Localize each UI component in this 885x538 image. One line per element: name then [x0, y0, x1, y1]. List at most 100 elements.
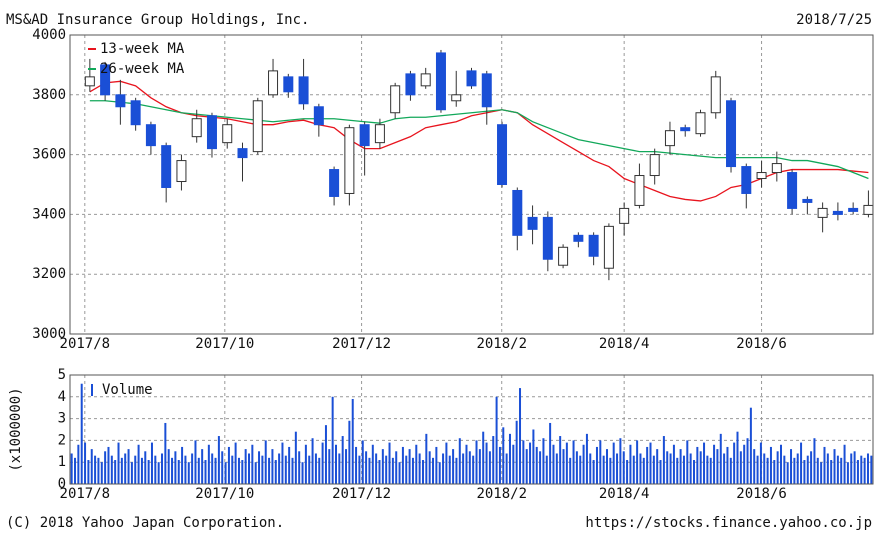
volume-bar [298, 451, 301, 484]
volume-bar [706, 455, 709, 484]
volume-bar [519, 388, 522, 484]
volume-bar [686, 440, 689, 484]
volume-bar [110, 455, 113, 484]
candle-body [634, 175, 645, 206]
candle-body [329, 169, 340, 197]
volume-bar [288, 446, 291, 484]
copyright: (C) 2018 Yahoo Japan Corporation. [6, 515, 284, 531]
volume-bar [100, 462, 103, 484]
volume-bar [324, 425, 327, 484]
volume-bar [291, 457, 294, 484]
volume-bar [749, 407, 752, 484]
volume-bar [733, 442, 736, 484]
volume-bar [391, 457, 394, 484]
volume-bar [74, 457, 77, 484]
volume-bar [502, 427, 505, 484]
volume-bar [207, 444, 210, 484]
volume-bar [144, 451, 147, 484]
candle-body [863, 204, 874, 215]
volume-bar [552, 444, 555, 484]
volume-bar [793, 457, 796, 484]
ma-line [89, 100, 869, 180]
volume-bar [221, 451, 224, 484]
volume-bar [281, 442, 284, 484]
volume-bar [294, 431, 297, 484]
candle-body [420, 73, 431, 87]
candle-body [756, 172, 767, 180]
volume-bar [345, 449, 348, 484]
volume-bar [395, 451, 398, 484]
volume-bar [244, 449, 247, 484]
volume-bar [646, 446, 649, 484]
volume-bar [191, 453, 194, 484]
volume-bar [114, 460, 117, 484]
volume-bar [840, 457, 843, 484]
volume-bar [455, 457, 458, 484]
volume-bar [194, 440, 197, 484]
volume-bar [462, 453, 465, 484]
volume-bar [147, 460, 150, 484]
candle-body [344, 127, 355, 194]
volume-bar [723, 453, 726, 484]
candle-body [512, 189, 523, 236]
volume-bar [783, 455, 786, 484]
volume-bar [184, 455, 187, 484]
volume-bar [428, 451, 431, 484]
volume-bar [167, 449, 170, 484]
volume-bar [575, 451, 578, 484]
x-tick-label: 2017/12 [332, 336, 391, 352]
volume-bar [248, 453, 251, 484]
x-tick-label: 2018/4 [599, 486, 650, 502]
volume-bar [321, 442, 324, 484]
volume-bar [388, 442, 391, 484]
volume-bar [820, 462, 823, 484]
x-tick-label: 2018/2 [476, 486, 527, 502]
volume-bar [619, 438, 622, 484]
candle-body [145, 124, 156, 147]
volume-bar [445, 442, 448, 484]
volume-bar [699, 451, 702, 484]
volume-bar [498, 446, 501, 484]
candle-body [771, 163, 782, 174]
candle-body [619, 207, 630, 224]
candle-body [466, 70, 477, 87]
x-tick-label: 2017/10 [195, 486, 254, 502]
volume-bar [258, 451, 261, 484]
volume-bar [836, 455, 839, 484]
ma-line [89, 80, 869, 202]
volume-bar [448, 455, 451, 484]
volume-bar [365, 451, 368, 484]
volume-bar [84, 442, 87, 484]
volume-bar [264, 440, 267, 484]
volume-bar [679, 449, 682, 484]
candle-body [603, 225, 614, 269]
candle-body [573, 234, 584, 242]
volume-bar [776, 451, 779, 484]
volume-bar [599, 440, 602, 484]
volume-bar [830, 460, 833, 484]
y-tick-label: 3400 [32, 206, 66, 222]
plot-border [69, 374, 874, 485]
legend-label: 13-week MA [100, 41, 185, 57]
volume-bar [140, 457, 143, 484]
volume-bar [609, 457, 612, 484]
candle-body [405, 73, 416, 96]
volume-bar [585, 433, 588, 484]
y-tick-label: 4 [58, 389, 66, 405]
volume-bar [692, 460, 695, 484]
volume-bar [522, 440, 525, 484]
y-tick-label: 3800 [32, 87, 66, 103]
volume-bar [763, 453, 766, 484]
volume-bar [860, 455, 863, 484]
volume-bar [682, 455, 685, 484]
volume-bar [713, 444, 716, 484]
volume-bar [358, 455, 361, 484]
volume-bar [475, 440, 478, 484]
volume-bar [432, 457, 435, 484]
volume-bar [756, 455, 759, 484]
volume-bar [669, 453, 672, 484]
volume-bar [846, 462, 849, 484]
volume-bar [154, 455, 157, 484]
volume-bar [398, 462, 401, 484]
volume-bar [120, 457, 123, 484]
